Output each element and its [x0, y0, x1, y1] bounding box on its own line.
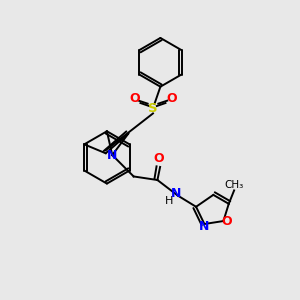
Text: O: O	[129, 92, 140, 105]
Text: N: N	[199, 220, 210, 233]
Text: N: N	[171, 187, 181, 200]
Text: O: O	[166, 92, 177, 105]
Text: O: O	[154, 152, 164, 165]
Text: S: S	[148, 103, 158, 116]
Text: CH₃: CH₃	[224, 180, 244, 190]
Text: N: N	[107, 148, 117, 162]
Text: O: O	[222, 214, 232, 227]
Text: H: H	[165, 196, 173, 206]
